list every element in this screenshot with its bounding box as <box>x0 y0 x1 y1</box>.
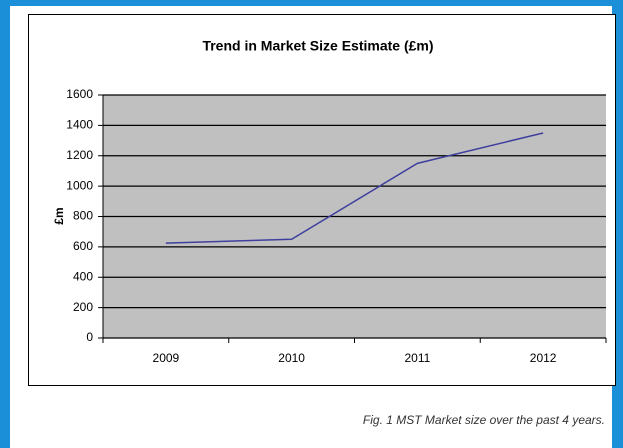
y-tick-label: 0 <box>86 330 93 344</box>
y-tick-label: 1400 <box>66 118 93 132</box>
x-tick-label: 2009 <box>153 351 180 365</box>
x-tick-label: 2012 <box>530 351 557 365</box>
line <box>165 132 544 244</box>
y-tick-label: 1600 <box>66 87 93 101</box>
chart-title: Trend in Market Size Estimate (£m) <box>202 38 433 54</box>
y-tick-label: 400 <box>73 269 93 283</box>
y-tick-label: 600 <box>73 239 93 253</box>
y-tick-label: 1200 <box>66 148 93 162</box>
y-axis-label: £m <box>52 207 66 224</box>
y-tick-label: 200 <box>73 300 93 314</box>
y-tick-label: 1000 <box>66 178 93 192</box>
x-tick-label: 2010 <box>278 351 305 365</box>
x-tick-label: 2011 <box>404 351 430 365</box>
y-tick-label: 800 <box>73 209 93 223</box>
caption: Fig. 1 MST Market size over the past 4 y… <box>363 413 605 427</box>
